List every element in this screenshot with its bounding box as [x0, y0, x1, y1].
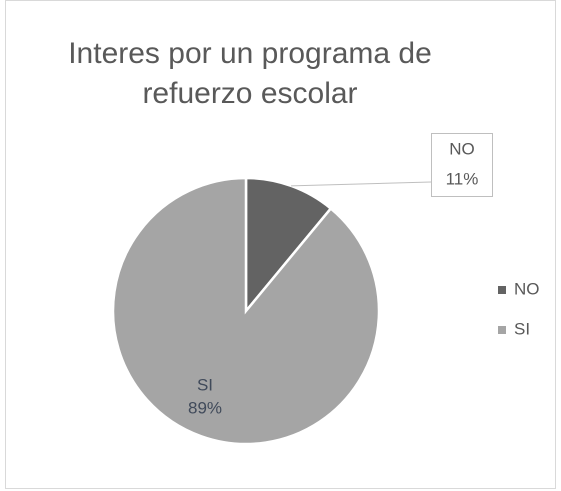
data-label-category: NO — [449, 139, 475, 158]
data-label-value: 89% — [188, 398, 222, 417]
data-label-box — [431, 133, 493, 197]
leader-line — [291, 181, 432, 187]
chart-frame — [5, 0, 556, 489]
pie-slice — [244, 176, 333, 315]
chart-title: Interes por un programa de refuerzo esco… — [68, 37, 432, 110]
data-label-value: 11% — [446, 169, 479, 188]
legend-swatch — [498, 286, 506, 294]
pie-slice — [111, 176, 381, 446]
data-label-category: SI — [197, 375, 213, 394]
legend-label: NO — [514, 279, 540, 298]
legend-label: SI — [514, 319, 530, 338]
legend-swatch — [498, 326, 506, 334]
